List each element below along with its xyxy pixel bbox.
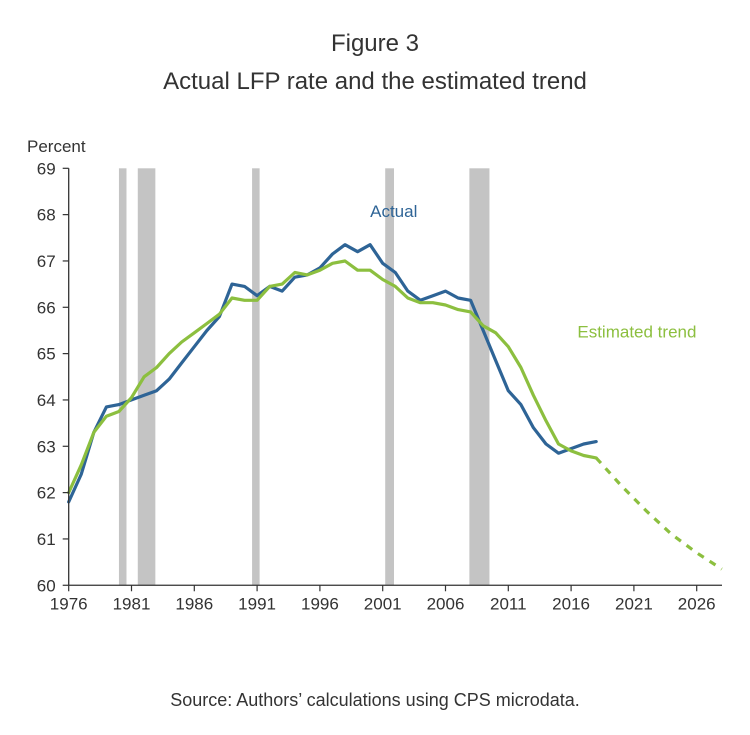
recession-band [118,168,127,586]
y-tick-label: 69 [37,159,56,178]
y-tick-label: 62 [37,484,56,503]
recession-bands [118,168,490,586]
y-tick-label: 68 [37,206,56,225]
actual-series-label: Actual [370,202,417,221]
y-tick-label: 60 [37,576,56,595]
y-axis-label: Percent [27,137,86,156]
y-tick-label: 63 [37,437,56,456]
y-tick-label: 67 [37,252,56,271]
trend-line [67,259,598,495]
x-tick-label: 1996 [301,594,339,613]
x-tick-label: 2026 [678,594,716,613]
x-tick-label: 2011 [490,594,527,613]
x-tick-label: 1981 [113,594,151,613]
x-tick-label: 1976 [50,594,88,613]
axes: 60 61 62 63 64 65 66 67 68 69 1976 1981 1986 1991 1996… [37,159,722,613]
figure-number: Figure 3 [330,30,420,57]
chart-labels: Percent Actual Estimated trend [27,137,696,341]
y-tick-label: 64 [37,391,56,410]
x-tick-label: 2001 [364,594,402,613]
y-tick-label: 66 [37,298,56,317]
x-tick-label: 1991 [238,594,276,613]
lfp-chart: 60 61 62 63 64 65 66 67 68 69 1976 1981 1986 1991 1996… [27,137,723,613]
x-tick-label: 2006 [427,594,465,613]
x-tick-label: 1986 [175,594,213,613]
trend-series-label: Estimated trend [577,322,696,341]
trend-projection-line [595,456,723,571]
recession-band [469,168,490,586]
chart-title: Actual LFP rate and the estimated trend [163,68,587,95]
recession-band [385,168,395,586]
source-note: Source: Authors’ calculations using CPS … [170,690,580,710]
y-tick-label: 65 [37,345,56,364]
recession-band [252,168,260,586]
x-tick-label: 2016 [552,594,590,613]
actual-line [67,243,598,504]
x-tick-label: 2021 [615,594,653,613]
y-tick-label: 61 [37,530,56,549]
series-lines [67,243,723,571]
